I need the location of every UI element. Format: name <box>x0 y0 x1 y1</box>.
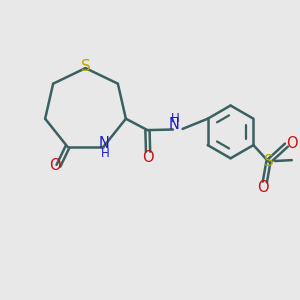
Text: N: N <box>169 117 180 132</box>
Text: O: O <box>257 180 269 195</box>
Text: N: N <box>99 136 110 151</box>
Text: H: H <box>171 112 180 124</box>
Text: S: S <box>264 154 273 169</box>
Text: O: O <box>286 136 298 151</box>
Text: O: O <box>142 150 154 165</box>
Text: O: O <box>49 158 61 173</box>
Text: S: S <box>81 59 90 74</box>
Text: H: H <box>100 147 109 160</box>
